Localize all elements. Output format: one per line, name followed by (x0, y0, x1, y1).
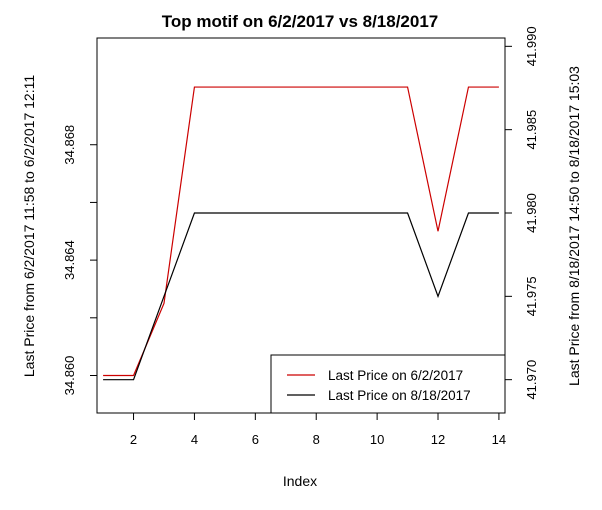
x-tick-label: 4 (191, 432, 198, 447)
x-tick-label: 14 (492, 432, 506, 447)
series-line-2 (103, 212, 499, 381)
y-axis-left-title: Last Price from 6/2/2017 11:58 to 6/2/20… (21, 75, 37, 377)
y-left-tick-label: 34.868 (62, 125, 77, 165)
x-tick-label: 2 (130, 432, 137, 447)
legend-box (270, 354, 506, 414)
y-axis-right: 41.970 41.975 41.980 41.985 41.990 (504, 26, 539, 400)
y-left-tick-label: 34.860 (62, 356, 77, 396)
y-right-tick-label: 41.980 (524, 193, 539, 233)
y-right-tick-label: 41.970 (524, 360, 539, 400)
x-tick-label: 6 (252, 432, 259, 447)
x-axis-title: Index (283, 473, 317, 489)
y-right-tick-label: 41.975 (524, 276, 539, 316)
legend-label-1: Last Price on 6/2/2017 (328, 368, 463, 383)
legend: Last Price on 6/2/2017 Last Price on 8/18… (270, 354, 506, 414)
x-tick-label: 8 (313, 432, 320, 447)
series-line-1 (103, 86, 499, 377)
y-left-tick-label: 34.864 (62, 240, 77, 280)
chart-title: Top motif on 6/2/2017 vs 8/18/2017 (162, 12, 439, 31)
y-axis-left: 34.860 34.864 34.868 (62, 125, 98, 396)
x-tick-label: 12 (431, 432, 445, 447)
y-right-tick-label: 41.985 (524, 110, 539, 150)
y-axis-right-title: Last Price from 8/18/2017 14:50 to 8/18/… (566, 66, 582, 386)
x-tick-label: 10 (370, 432, 384, 447)
legend-label-2: Last Price on 8/18/2017 (328, 388, 471, 403)
y-right-tick-label: 41.990 (524, 26, 539, 66)
